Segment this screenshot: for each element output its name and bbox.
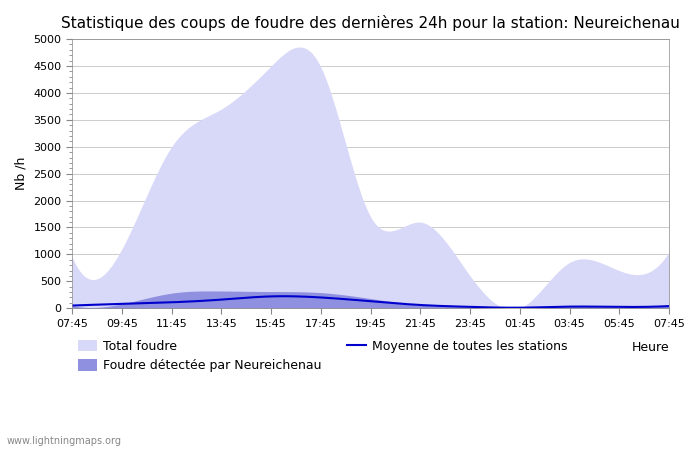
Text: www.lightningmaps.org: www.lightningmaps.org — [7, 436, 122, 446]
Title: Statistique des coups de foudre des dernières 24h pour la station: Neureichenau: Statistique des coups de foudre des dern… — [61, 15, 680, 31]
Text: Heure: Heure — [631, 341, 669, 354]
Legend: Total foudre, Foudre détectée par Neureichenau, Moyenne de toutes les stations: Total foudre, Foudre détectée par Neurei… — [74, 335, 573, 378]
Y-axis label: Nb /h: Nb /h — [15, 157, 28, 190]
